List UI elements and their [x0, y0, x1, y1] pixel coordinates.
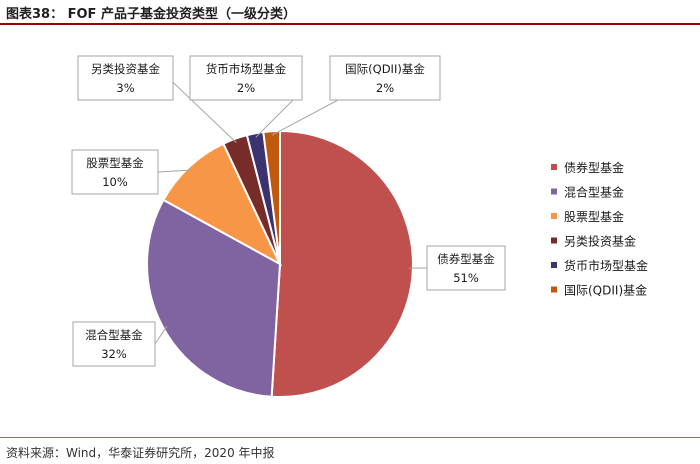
leader-line-4 [172, 82, 237, 143]
legend-swatch-2 [551, 188, 557, 195]
legend-swatch-3 [551, 213, 557, 219]
legend-swatch-1 [551, 164, 557, 170]
data-label-3: 10% [102, 175, 128, 189]
leader-line-3 [157, 169, 192, 173]
pie-slice-2 [145, 198, 282, 398]
data-label-4: 3% [116, 81, 134, 95]
leader-lines [154, 82, 428, 345]
pie-slice-1 [270, 129, 414, 398]
pie-slice-3 [162, 142, 283, 267]
legend-label-2: 混合型基金 [564, 185, 624, 200]
leader-line-6 [271, 99, 339, 136]
legend-swatch-5 [551, 262, 557, 268]
source-rule [0, 437, 700, 438]
callout-box-2 [72, 321, 156, 367]
data-labels: 债券型基金 51% 混合型基金 32% 股票型基金 10% 另类投资基金 3% 货币市场型基金 2… [71, 55, 506, 367]
callout-name-3: 股票型基金 [86, 156, 144, 170]
data-label-5: 2% [237, 81, 255, 95]
source-note: 资料来源：Wind，华泰证券研究所，2020 年中报 [6, 446, 275, 460]
data-label-2: 32% [101, 347, 127, 361]
legend-label-5: 货币市场型基金 [564, 258, 648, 273]
figure-title: 图表38： FOF 产品子基金投资类型（一级分类） [6, 7, 296, 22]
legend-label-4: 另类投资基金 [564, 234, 636, 249]
pie-slices [145, 129, 414, 398]
leader-line-2 [154, 325, 168, 345]
callout-box-1 [426, 245, 506, 291]
callout-name-5: 货币市场型基金 [206, 62, 287, 76]
callout-name-4: 另类投资基金 [91, 62, 160, 76]
legend-label-6: 国际(QDII)基金 [564, 283, 647, 298]
callout-name-1: 债券型基金 [437, 252, 495, 266]
callout-name-2: 混合型基金 [85, 328, 143, 342]
callout-box-6 [329, 55, 441, 101]
leader-line-5 [255, 99, 294, 138]
title-rule [0, 23, 700, 25]
legend-swatch-6 [551, 286, 557, 293]
callout-box-4 [77, 55, 174, 101]
legend-label-3: 股票型基金 [564, 209, 624, 224]
legend-label-1: 债券型基金 [564, 160, 624, 175]
data-label-6: 2% [376, 81, 394, 95]
callout-name-6: 国际(QDII)基金 [345, 62, 425, 76]
callout-box-5 [189, 55, 303, 101]
callout-box-3 [71, 149, 159, 195]
legend-swatch-4 [551, 237, 557, 244]
data-label-1: 51% [453, 271, 479, 285]
